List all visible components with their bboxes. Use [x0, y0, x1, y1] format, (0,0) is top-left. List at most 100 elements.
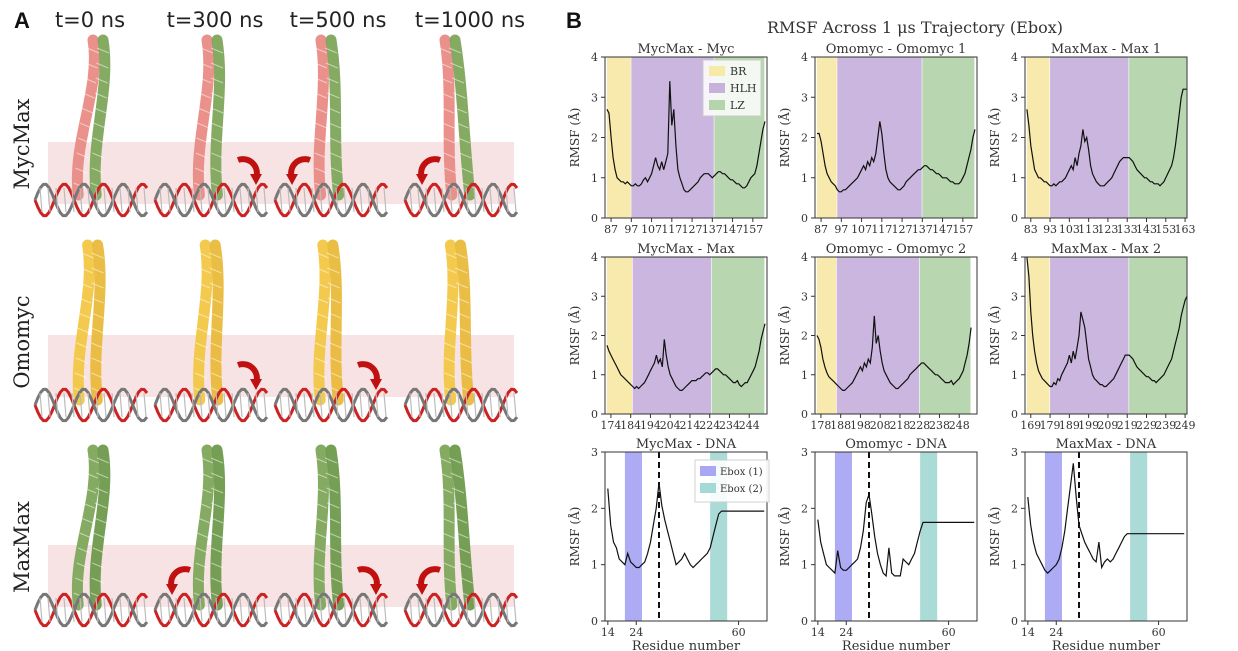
dna-basepair: [159, 187, 163, 213]
helix-1: [313, 34, 329, 201]
helix-2: [454, 239, 475, 406]
structure-mycmax-0: [33, 34, 149, 218]
xtick-label: 60: [732, 626, 746, 639]
dna-basepair: [497, 597, 501, 623]
helix-turn: [196, 547, 209, 554]
dna-basepair: [47, 392, 51, 418]
helix-turn: [196, 327, 209, 334]
xtick-label: 60: [1152, 626, 1166, 639]
helix-turn: [79, 122, 92, 129]
helix-turn: [77, 137, 91, 144]
highlight-band-omomyc: [48, 335, 514, 397]
helix-2: [325, 34, 345, 201]
helix-turn: [330, 357, 343, 364]
dna-basepair: [79, 187, 83, 213]
ytick-label: 1: [591, 172, 598, 185]
rotation-arrowhead: [370, 379, 382, 390]
xtick-label: 194: [640, 419, 661, 432]
helix-turn: [197, 122, 210, 129]
column-title-t300: t=300 ns: [166, 8, 264, 32]
legend-swatch-ebox-2: [700, 483, 716, 493]
dna-basepair: [375, 392, 379, 418]
xtick-label: 14: [601, 626, 615, 639]
helix-turn: [91, 342, 104, 349]
region-lz: [711, 257, 766, 414]
dna-basepair: [247, 597, 251, 623]
helix-turn: [316, 252, 329, 259]
dna-basepair: [473, 392, 477, 418]
ytick-label: 3: [801, 91, 808, 104]
helix-turn: [197, 532, 210, 539]
helix-turn: [314, 47, 328, 54]
dna-basepair: [55, 597, 59, 623]
ytick-label: 3: [591, 290, 598, 303]
helix-turn: [453, 92, 466, 99]
ytick-label: 3: [801, 446, 808, 459]
dna-basepair: [513, 392, 517, 418]
dna-basepair: [247, 187, 251, 213]
dna-basepair: [71, 187, 75, 213]
helix-turn: [458, 327, 471, 334]
dna-basepair: [135, 187, 139, 213]
ytick-label: 1: [801, 559, 808, 572]
dna-basepair: [175, 392, 179, 418]
xtick-label: 147: [932, 223, 953, 236]
helix-turn: [82, 92, 95, 99]
helix-2: [210, 444, 226, 611]
helix-turn: [82, 502, 95, 509]
ytick-label: 2: [1011, 502, 1018, 515]
helix-turn: [443, 562, 456, 569]
helix-turn: [330, 372, 344, 379]
dna-basepair: [335, 392, 339, 418]
chart-title: MycMax - Max: [637, 242, 735, 257]
helix-turn: [440, 77, 453, 84]
chart-title: MaxMax - DNA: [1056, 437, 1157, 452]
rotation-arrowhead: [416, 174, 428, 185]
helix-turn: [75, 357, 88, 364]
helix-turn: [79, 282, 93, 289]
ytick-label: 3: [801, 290, 808, 303]
helix-turn: [326, 252, 339, 259]
dna-basepair: [367, 187, 371, 213]
helix-turn: [442, 532, 455, 539]
helix-turn: [451, 77, 465, 84]
helix-turn: [461, 387, 475, 394]
dna-basepair: [223, 597, 227, 623]
dna-basepair: [87, 187, 91, 213]
region-lz: [919, 257, 972, 414]
dna-basepair: [489, 597, 493, 623]
region-br: [606, 257, 633, 414]
xtick-label: 198: [850, 419, 871, 432]
helix-turn: [197, 107, 211, 114]
ytick-label: 3: [1011, 91, 1018, 104]
ytick-label: 0: [1011, 615, 1018, 628]
y-axis-label: RMSF (Å): [567, 306, 582, 366]
y-axis-label: RMSF (Å): [567, 108, 582, 168]
helix-turn: [200, 47, 214, 54]
helix-turn: [314, 457, 328, 464]
region-hlh: [631, 57, 715, 218]
ytick-label: 0: [1011, 212, 1018, 225]
dna-basepair: [127, 392, 131, 418]
helix-turn: [330, 562, 343, 569]
dna-basepair: [343, 392, 347, 418]
ytick-label: 2: [1011, 330, 1018, 343]
helix-turn: [210, 47, 224, 54]
dna-basepair: [449, 597, 453, 623]
dna-basepair: [103, 392, 107, 418]
ytick-label: 4: [591, 251, 598, 264]
dna-basepair: [223, 392, 227, 418]
dna-basepair: [465, 392, 469, 418]
region-lz: [922, 57, 975, 218]
legend-swatch-lz: [709, 100, 725, 110]
helix-turn: [328, 297, 341, 304]
xtick-label: 147: [722, 223, 743, 236]
helix-turn: [314, 167, 327, 174]
rotation-arrowhead: [250, 174, 262, 185]
legend-ebox: Ebox (1) Ebox (2): [694, 459, 770, 503]
legend-label-br: BR: [730, 65, 747, 78]
helix-turn: [210, 502, 224, 509]
y-axis-label: RMSF (Å): [987, 108, 1002, 168]
helix-turn: [95, 77, 108, 84]
region-br: [1026, 257, 1051, 414]
